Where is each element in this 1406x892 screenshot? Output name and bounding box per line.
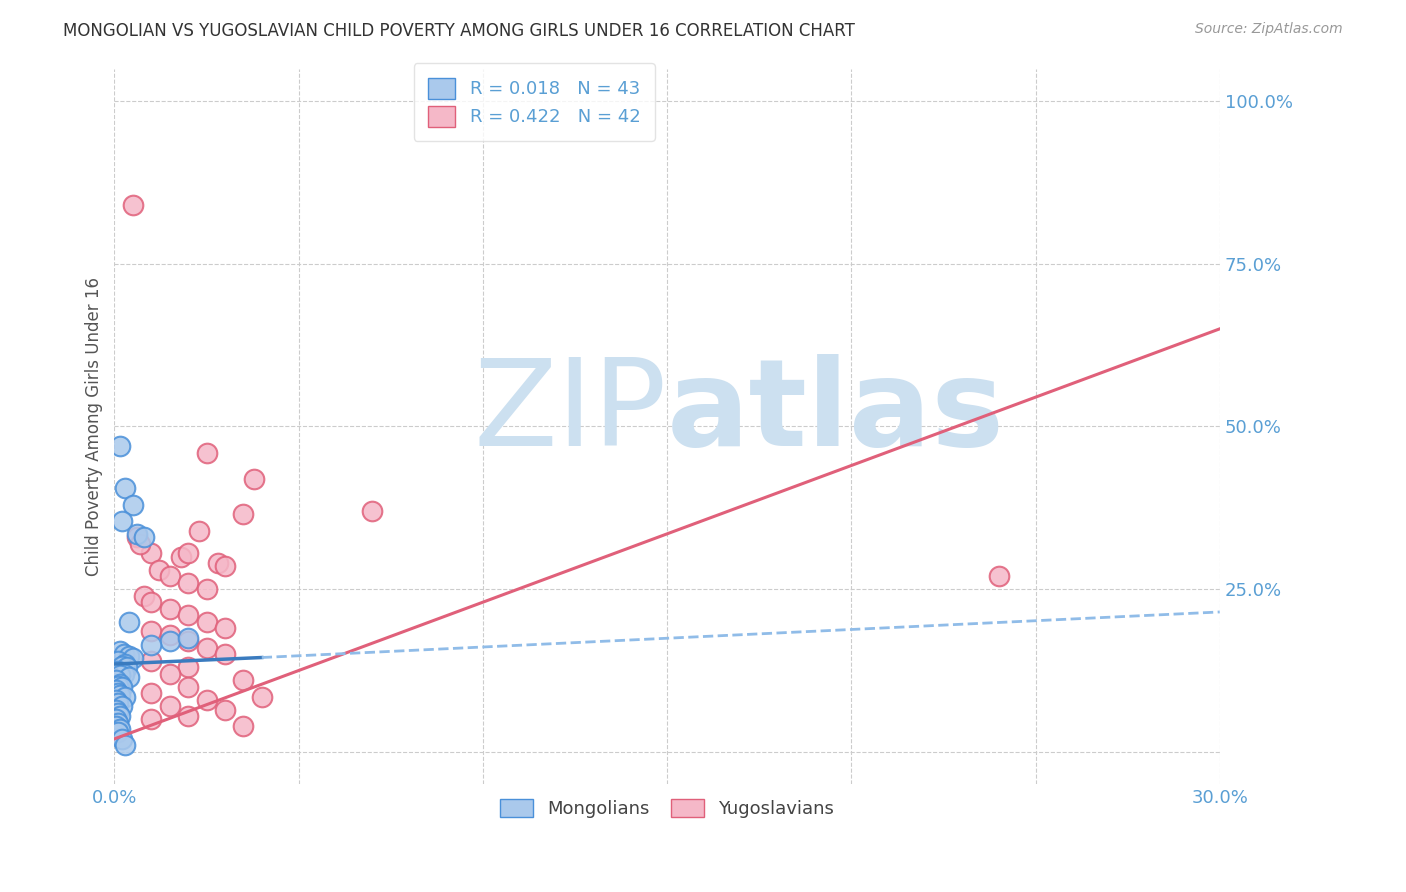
Point [107, 664, 129, 678]
Point [112, 647, 135, 661]
Point [117, 660, 139, 674]
Point [108, 668, 131, 682]
Point [132, 530, 155, 544]
Point [112, 666, 135, 681]
Point [108, 688, 131, 702]
Point [232, 719, 254, 733]
Point [114, 739, 136, 753]
Point [177, 709, 200, 723]
Point [118, 670, 141, 684]
Point [159, 569, 181, 583]
Point [195, 693, 218, 707]
Point [177, 631, 200, 645]
Point [111, 699, 134, 714]
Point [159, 699, 181, 714]
Point [159, 634, 181, 648]
Point [177, 680, 200, 694]
Point [170, 549, 193, 564]
Point [107, 686, 129, 700]
Y-axis label: Child Poverty Among Girls Under 16: Child Poverty Among Girls Under 16 [86, 277, 103, 576]
Point [111, 731, 134, 746]
Point [232, 673, 254, 688]
Point [132, 589, 155, 603]
Point [141, 546, 163, 560]
Legend: Mongolians, Yugoslavians: Mongolians, Yugoslavians [494, 792, 841, 825]
Point [121, 198, 143, 212]
Point [105, 673, 128, 688]
Point [214, 559, 236, 574]
Text: ZIP: ZIP [474, 353, 666, 471]
Point [177, 634, 200, 648]
Point [214, 621, 236, 635]
Point [188, 524, 211, 538]
Point [232, 508, 254, 522]
Point [987, 569, 1010, 583]
Point [108, 676, 131, 690]
Point [141, 654, 163, 668]
Point [114, 690, 136, 704]
Point [243, 471, 266, 485]
Point [141, 595, 163, 609]
Point [118, 615, 141, 629]
Text: Source: ZipAtlas.com: Source: ZipAtlas.com [1195, 22, 1343, 37]
Point [114, 657, 136, 671]
Point [107, 715, 129, 730]
Point [195, 445, 218, 459]
Point [195, 582, 218, 597]
Point [250, 690, 273, 704]
Point [105, 702, 128, 716]
Point [159, 601, 181, 615]
Point [214, 647, 236, 661]
Point [111, 514, 134, 528]
Point [148, 563, 170, 577]
Point [195, 640, 218, 655]
Point [129, 536, 152, 550]
Point [141, 686, 163, 700]
Point [177, 575, 200, 590]
Point [159, 628, 181, 642]
Point [107, 696, 129, 710]
Point [118, 648, 141, 663]
Point [108, 644, 131, 658]
Point [159, 666, 181, 681]
Text: MONGOLIAN VS YUGOSLAVIAN CHILD POVERTY AMONG GIRLS UNDER 16 CORRELATION CHART: MONGOLIAN VS YUGOSLAVIAN CHILD POVERTY A… [63, 22, 855, 40]
Point [207, 556, 229, 570]
Point [111, 659, 134, 673]
Point [214, 702, 236, 716]
Point [108, 709, 131, 723]
Point [121, 498, 143, 512]
Point [105, 683, 128, 698]
Point [195, 615, 218, 629]
Point [361, 504, 384, 518]
Point [107, 706, 129, 720]
Point [105, 712, 128, 726]
Point [105, 719, 128, 733]
Point [141, 638, 163, 652]
Point [107, 725, 129, 739]
Text: atlas: atlas [666, 353, 1005, 471]
Point [125, 526, 148, 541]
Point [108, 439, 131, 453]
Point [177, 546, 200, 560]
Point [105, 693, 128, 707]
Point [177, 660, 200, 674]
Point [108, 722, 131, 736]
Point [177, 608, 200, 623]
Point [111, 680, 134, 694]
Point [114, 481, 136, 495]
Point [125, 530, 148, 544]
Point [141, 624, 163, 639]
Point [107, 679, 129, 693]
Point [141, 712, 163, 726]
Point [121, 650, 143, 665]
Point [107, 654, 129, 668]
